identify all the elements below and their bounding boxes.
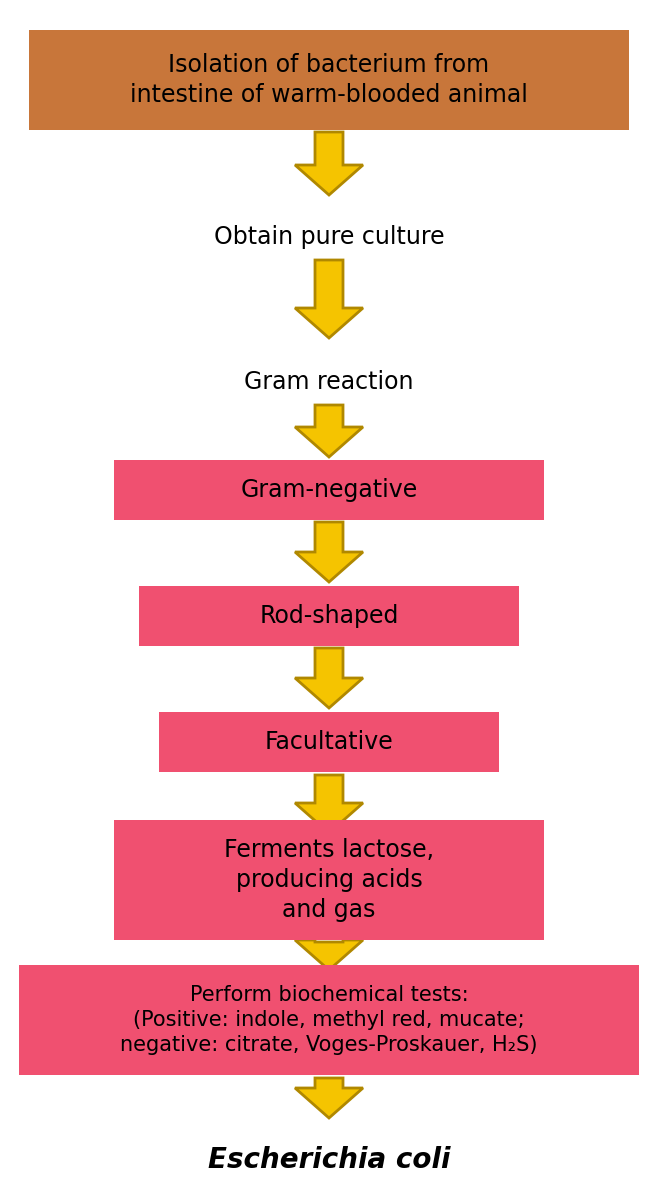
Text: Gram reaction: Gram reaction: [244, 370, 414, 394]
FancyBboxPatch shape: [29, 30, 629, 130]
FancyArrow shape: [295, 648, 363, 708]
Text: Ferments lactose,
producing acids
and gas: Ferments lactose, producing acids and ga…: [224, 839, 434, 922]
FancyArrow shape: [295, 522, 363, 582]
FancyBboxPatch shape: [159, 712, 499, 772]
FancyBboxPatch shape: [19, 965, 639, 1075]
Text: Facultative: Facultative: [265, 730, 393, 754]
Text: Escherichia coli: Escherichia coli: [208, 1146, 450, 1174]
FancyArrow shape: [295, 260, 363, 338]
Text: Obtain pure culture: Obtain pure culture: [214, 226, 444, 248]
FancyArrow shape: [295, 132, 363, 194]
FancyBboxPatch shape: [114, 820, 544, 940]
FancyArrow shape: [295, 940, 363, 970]
Text: Isolation of bacterium from
intestine of warm-blooded animal: Isolation of bacterium from intestine of…: [130, 53, 528, 107]
FancyArrow shape: [295, 1078, 363, 1118]
FancyArrow shape: [295, 775, 363, 833]
FancyBboxPatch shape: [139, 586, 519, 646]
Text: Gram-negative: Gram-negative: [240, 478, 418, 502]
FancyBboxPatch shape: [114, 460, 544, 520]
Text: Rod-shaped: Rod-shaped: [259, 604, 399, 628]
Text: Perform biochemical tests:
(Positive: indole, methyl red, mucate;
negative: citr: Perform biochemical tests: (Positive: in…: [120, 985, 538, 1055]
FancyArrow shape: [295, 404, 363, 457]
